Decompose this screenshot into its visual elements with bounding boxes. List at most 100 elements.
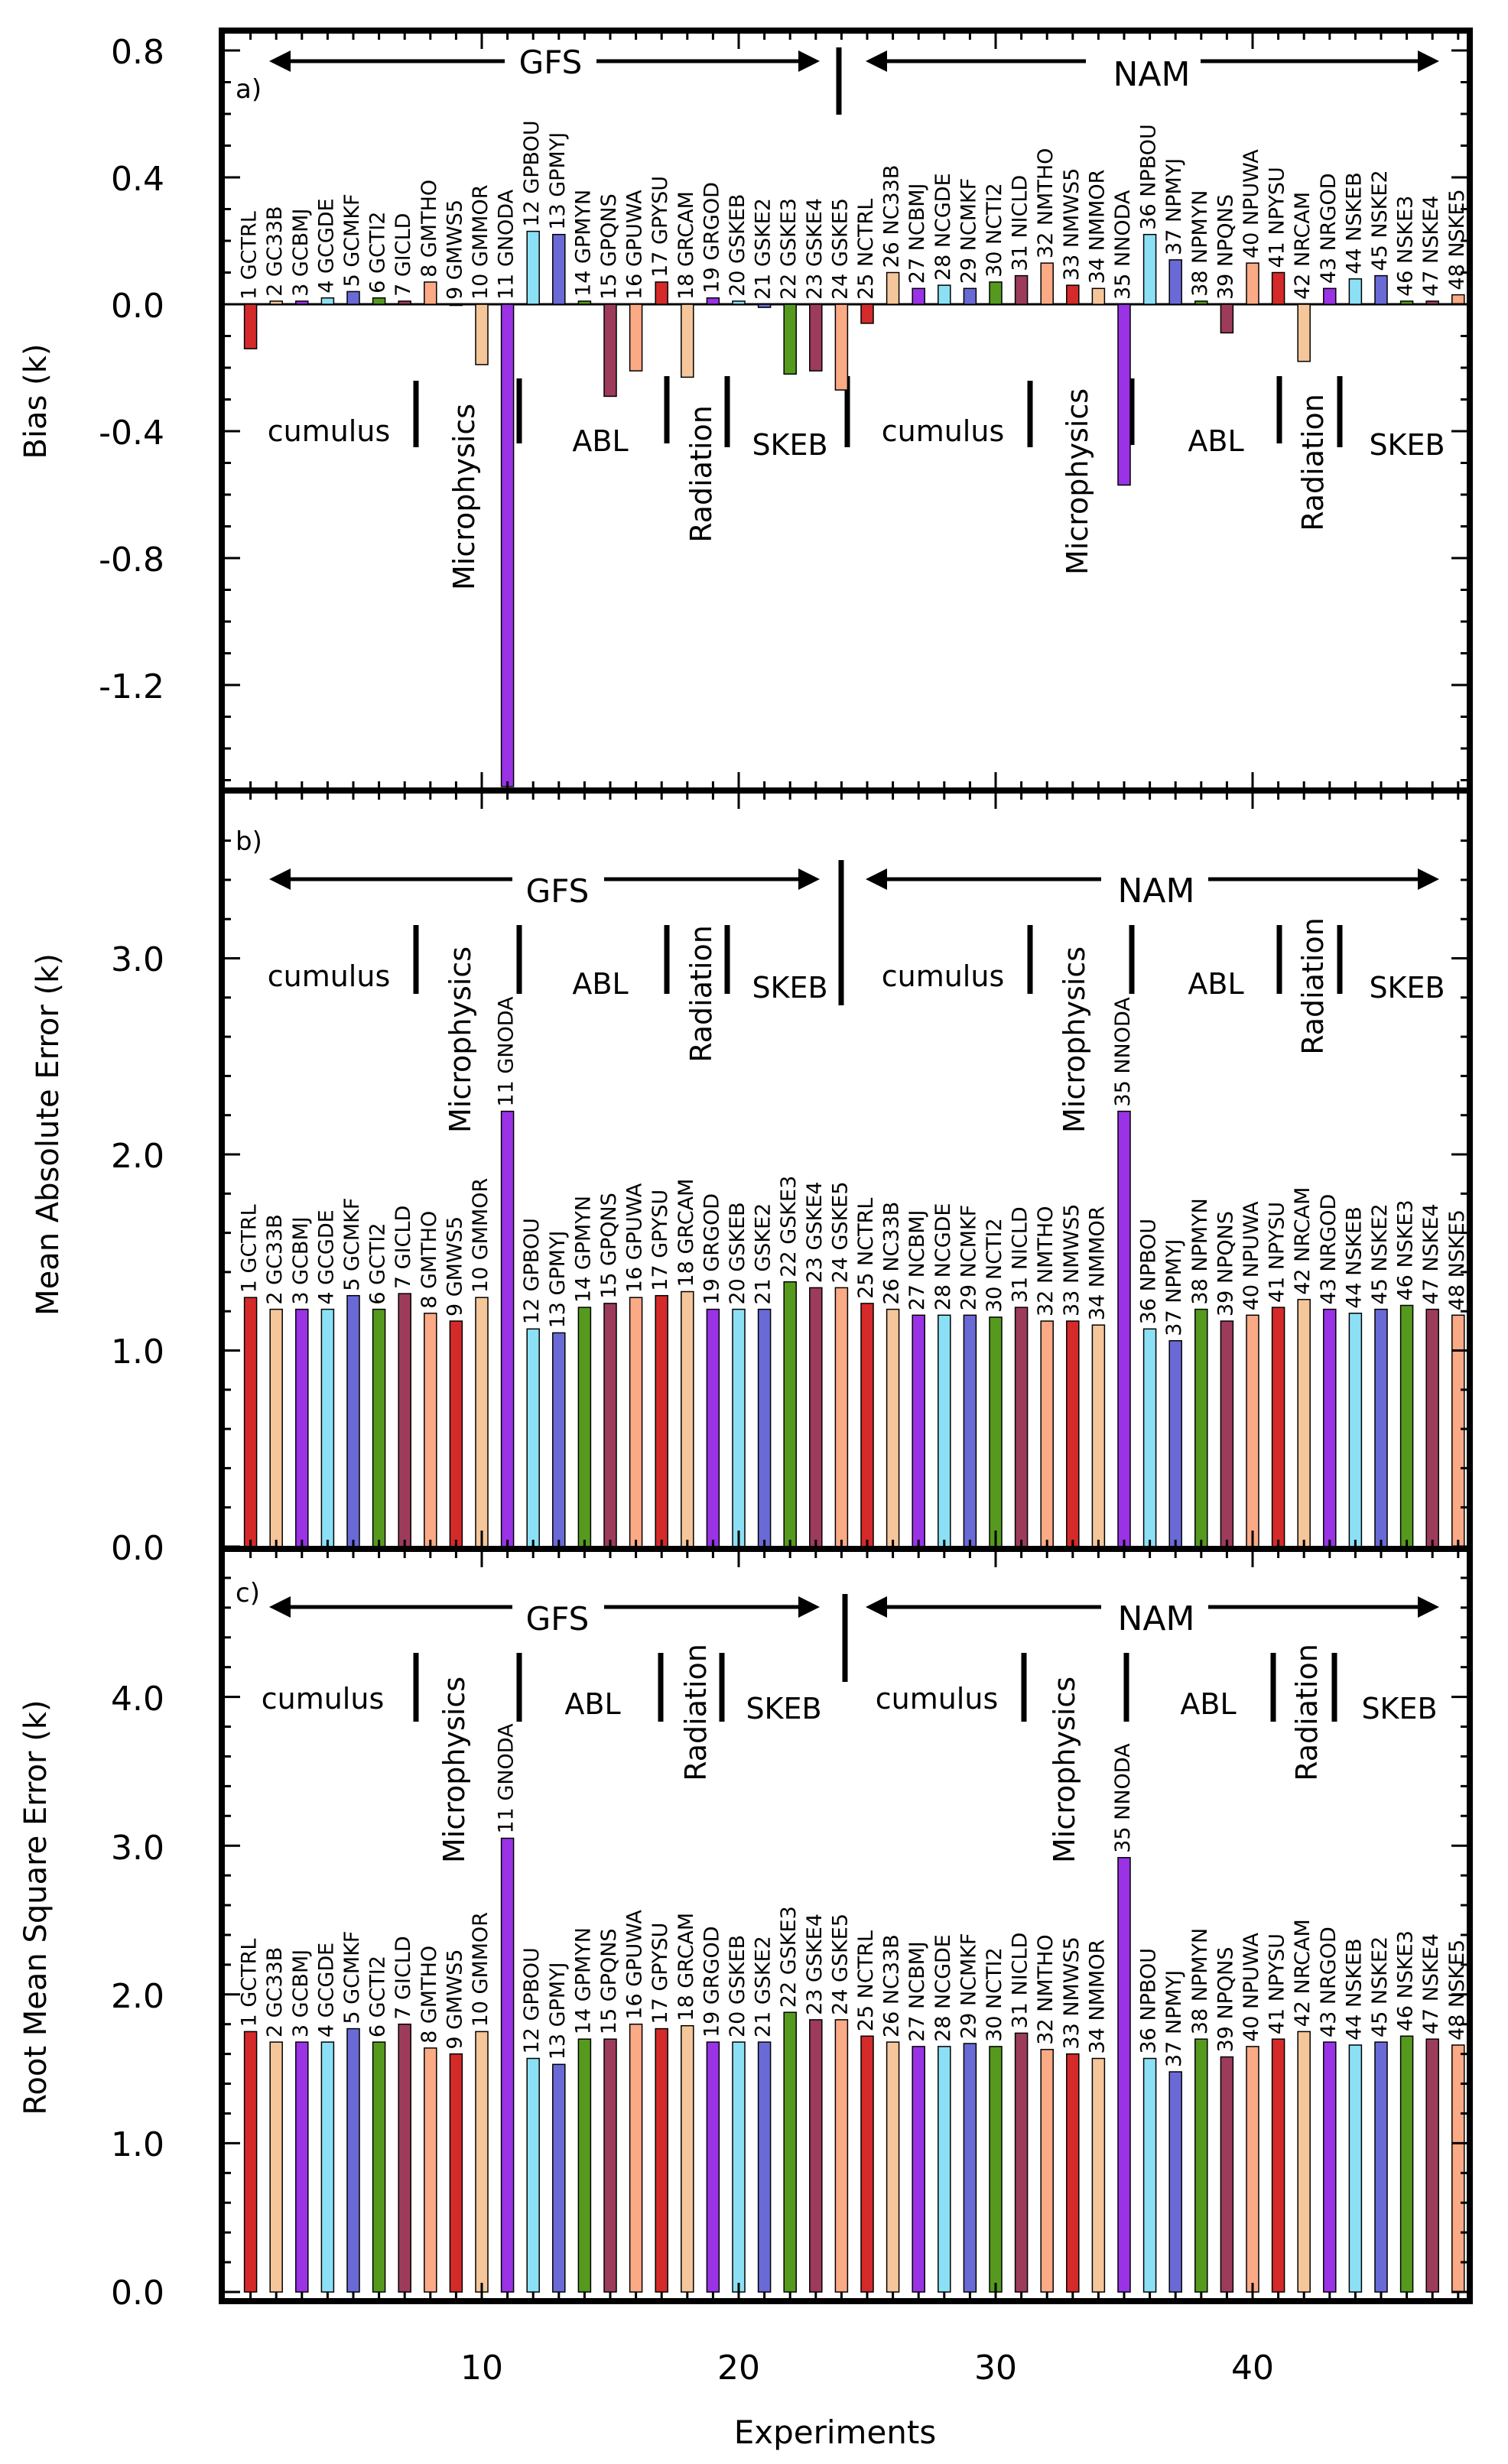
scheme-label-cumulus: cumulus	[876, 1682, 999, 1716]
panel-c-bar-labels: 1 GCTRL 2 GC33B 3 GCBMJ 4 GCGDE 5 GCMKF 6 GCT…	[238, 1723, 1469, 2067]
ytick-label: 0.0	[111, 287, 164, 326]
gfs-label: GFS	[526, 872, 590, 910]
bar	[295, 2041, 309, 2293]
scheme-label-skeb: SKEB	[1361, 1692, 1437, 1725]
bar-label: 4 GCGDE	[314, 1943, 338, 2037]
bar-label: 25 NCTRL	[854, 199, 878, 300]
bar	[1297, 2031, 1311, 2293]
ytick-label: 1.0	[111, 2125, 164, 2164]
bar-label: 3 GCBMJ	[289, 1216, 313, 1304]
bar	[398, 300, 411, 305]
ytick-label: 0.8	[111, 33, 164, 72]
bar-label: 32 NMTHO	[1034, 148, 1058, 258]
bar	[1425, 300, 1439, 305]
bar-label: 19 GRGOD	[700, 1927, 723, 2038]
bar-label: 3 GCBMJ	[289, 209, 313, 297]
bar-label: 44 NSKEB	[1342, 1206, 1366, 1309]
scheme-label-abl: ABL	[572, 967, 628, 1001]
bar-label: 23 GSKE4	[803, 1181, 827, 1283]
bar	[1014, 2032, 1029, 2293]
bar-label: 6 GCTI2	[366, 1222, 390, 1304]
ytick-label: 3.0	[111, 940, 164, 979]
ytick-label: 0.0	[111, 1529, 164, 1568]
bar	[1168, 259, 1182, 305]
bar	[1374, 2041, 1388, 2293]
bar-label: 8 GMTHO	[418, 180, 441, 278]
bar	[243, 2031, 258, 2293]
bar-label: 37 NPMYJ	[1162, 1970, 1186, 2067]
ytick-label: 0.0	[111, 2274, 164, 2313]
bar-label: 10 GMMOR	[469, 185, 492, 300]
bar-label: 29 NCMKF	[957, 1933, 980, 2039]
bar	[372, 297, 386, 305]
bar-label: 24 GSKE5	[828, 198, 852, 300]
ytick-label: -0.8	[99, 541, 164, 579]
ytick-label: -0.4	[99, 414, 164, 453]
panel-a-bar-labels: 1 GCTRL 2 GC33B 3 GCBMJ 4 GCGDE 5 GCMKF 6 GCT…	[238, 120, 1469, 300]
bar	[1246, 262, 1259, 305]
bar-label: 10 GMMOR	[469, 1178, 492, 1293]
bar	[475, 1297, 489, 1547]
bar	[860, 1303, 874, 1547]
bar	[629, 2023, 643, 2293]
bar-label: 35 NNODA	[1111, 190, 1135, 300]
bar	[1451, 294, 1465, 305]
bar	[603, 1303, 617, 1547]
bar-label: 19 GRGOD	[700, 1193, 723, 1305]
bar-label: 33 NMWS5	[1060, 168, 1084, 281]
panel-b-label: b)	[236, 826, 262, 857]
bar	[1091, 287, 1106, 305]
scheme-label-microphysics: Microphysics	[447, 404, 481, 590]
bar-label: 46 NSKE3	[1394, 196, 1418, 297]
bar	[1066, 284, 1080, 305]
panel-c-label: c)	[236, 1578, 260, 1609]
panel-b: b) Mean Absolute Error (k) 0.0 1.0 2.0 3…	[31, 787, 1473, 1568]
bar-label: 25 NCTRL	[854, 1930, 878, 2031]
bar-label: 7 GICLD	[392, 1206, 415, 1289]
bar	[834, 1287, 849, 1547]
bar-label: 26 NC33B	[880, 1934, 904, 2037]
bar-label: 36 NPBOU	[1137, 124, 1161, 229]
bar	[475, 304, 489, 365]
scheme-label-microphysics: Microphysics	[1048, 1677, 1081, 1863]
scheme-label-skeb: SKEB	[1369, 428, 1445, 462]
bar	[1040, 262, 1054, 305]
bar-label: 43 NRGOD	[1317, 173, 1341, 284]
bar-label: 17 GPYSU	[648, 176, 672, 278]
bar	[526, 230, 540, 305]
bar	[1271, 2038, 1285, 2293]
bar-label: 11 GNODA	[495, 996, 518, 1107]
panel-c-frame	[219, 1546, 1473, 2304]
bar	[295, 1308, 309, 1547]
bar-label: 42 NRCAM	[1291, 1919, 1315, 2027]
bar-label: 27 NCBMJ	[905, 1941, 929, 2042]
bar	[783, 2011, 797, 2293]
bar	[1399, 2035, 1414, 2293]
bar-label: 22 GSKE3	[777, 198, 801, 300]
scheme-label-skeb: SKEB	[746, 1692, 821, 1725]
bar	[886, 271, 900, 305]
bar	[577, 1307, 592, 1547]
bar	[398, 2023, 411, 2293]
bar	[1323, 1308, 1337, 1547]
bar	[989, 281, 1003, 305]
scheme-label-abl: ABL	[572, 424, 628, 458]
bar-label: 9 GMWS5	[443, 200, 466, 300]
bar	[603, 304, 617, 398]
bar	[860, 304, 874, 324]
panel-b-ylabel: Mean Absolute Error (k)	[31, 953, 66, 1316]
x-tick-label: 10	[460, 2349, 503, 2388]
bar	[577, 2038, 592, 2293]
bar-label: 17 GPYSU	[648, 1190, 672, 1291]
bar-label: 16 GPUWA	[623, 1183, 647, 1293]
bar	[424, 281, 437, 305]
bar-label: 29 NCMKF	[957, 1205, 980, 1311]
bar-label: 24 GSKE5	[828, 1181, 852, 1283]
bar	[449, 304, 463, 307]
bar	[886, 2041, 900, 2293]
bar-label: 13 GPMYJ	[546, 1962, 570, 2060]
bar-label: 32 NMTHO	[1034, 1206, 1058, 1316]
bar	[449, 2053, 463, 2293]
bar	[552, 1332, 566, 1547]
bar	[1040, 2049, 1054, 2293]
